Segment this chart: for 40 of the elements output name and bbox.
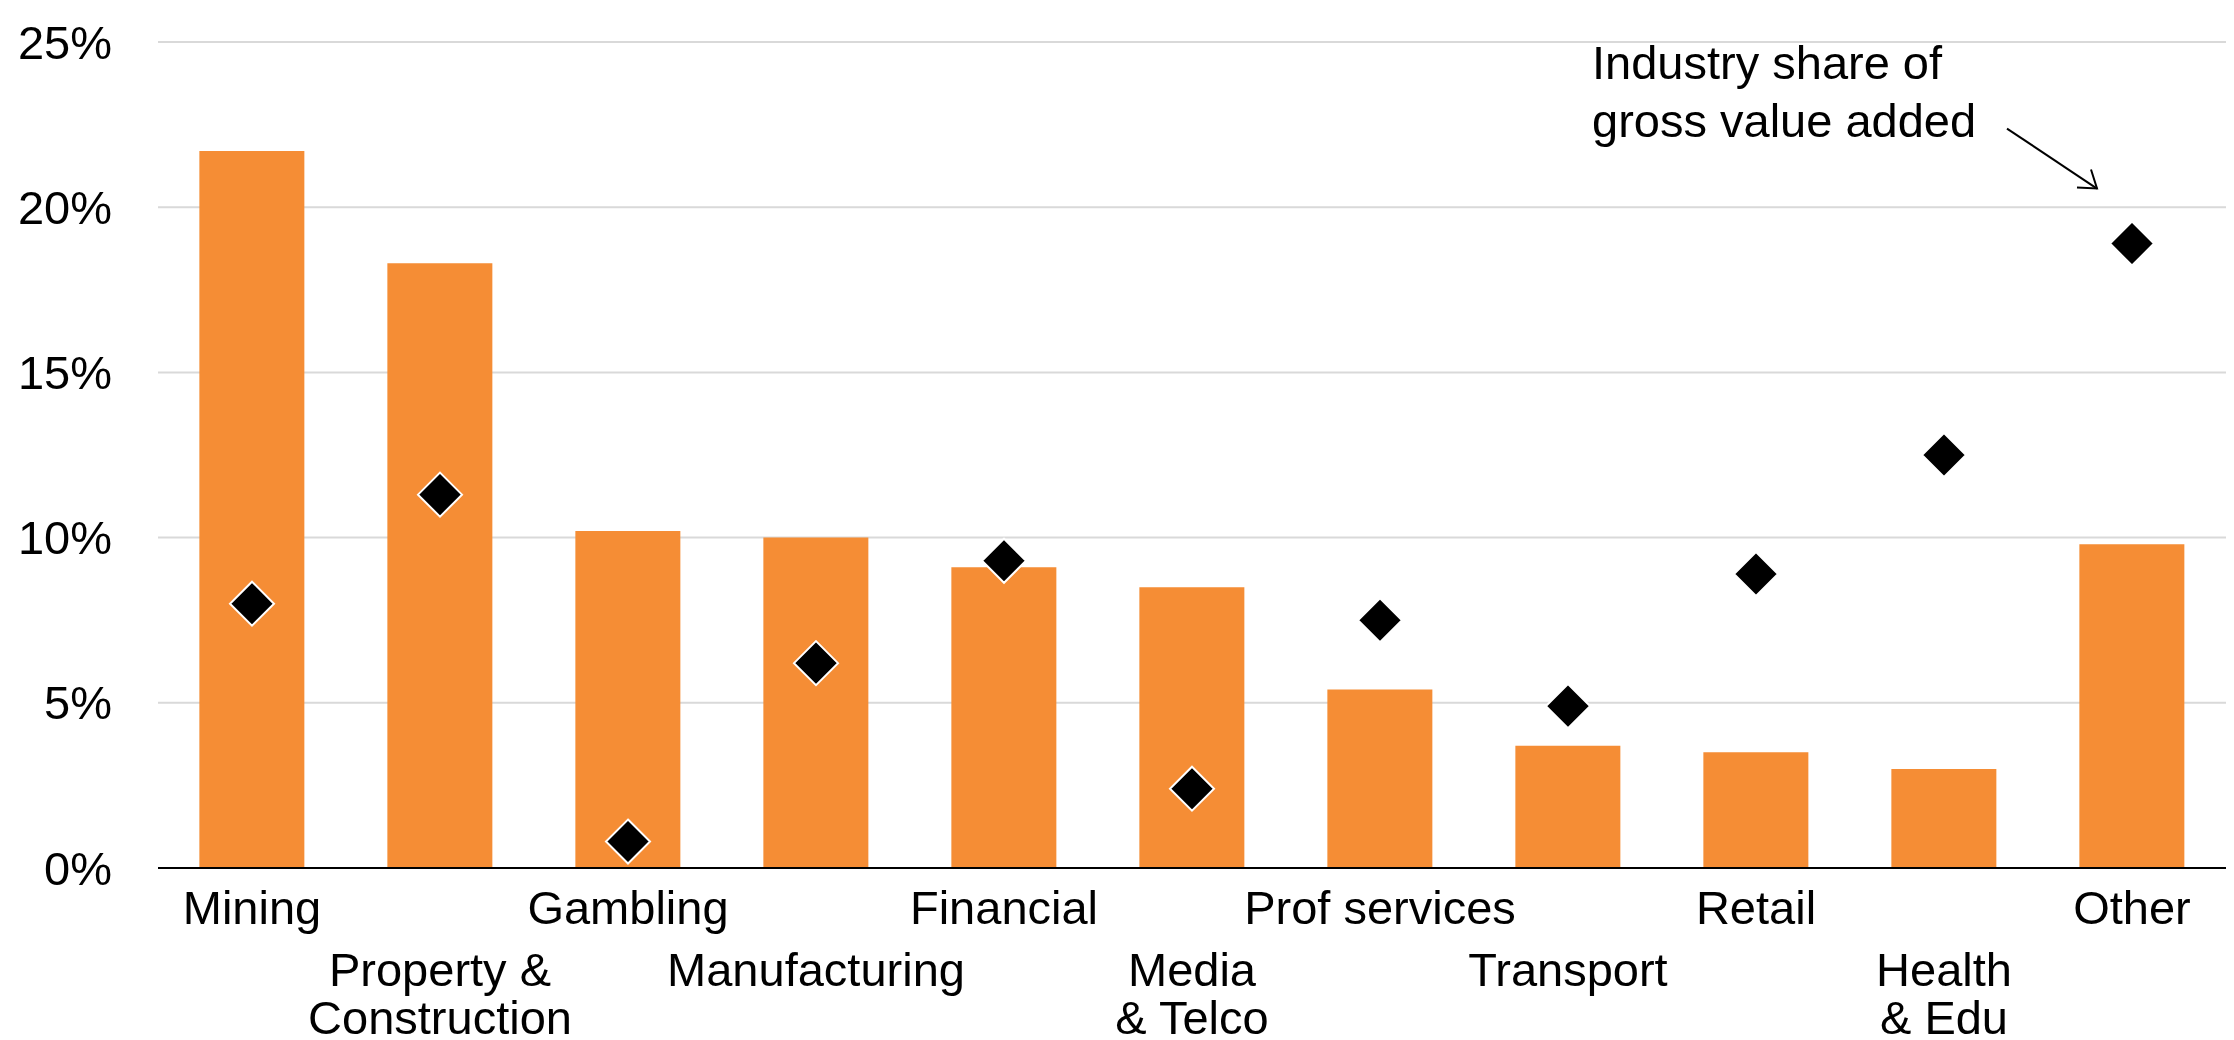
- x-tick-label: Financial: [909, 881, 1099, 934]
- annotation: Industry share of gross value added: [1592, 35, 1977, 147]
- point: [1921, 432, 1967, 478]
- bar: [1891, 768, 1997, 868]
- bar: [1703, 752, 1809, 868]
- point: [1357, 597, 1403, 644]
- bar: [575, 530, 681, 868]
- y-tick-label: 25%: [17, 15, 112, 69]
- point: [1733, 550, 1779, 597]
- point: [793, 640, 839, 687]
- x-tick-label: Transport: [1468, 943, 1668, 996]
- x-tick-label: Property & Construction: [308, 943, 572, 1040]
- bar: [763, 537, 869, 868]
- point: [1169, 765, 1215, 812]
- x-tick-label: Manufacturing: [667, 943, 965, 996]
- x-tick-label: Prof services: [1244, 881, 1516, 934]
- x-tick-label: Gambling: [527, 881, 729, 934]
- y-tick-label: 5%: [44, 676, 112, 730]
- point: [2109, 220, 2155, 267]
- bar: [951, 567, 1057, 868]
- x-tick-label: Mining: [182, 881, 322, 934]
- bar: [1515, 745, 1621, 868]
- y-tick-label: 20%: [17, 180, 112, 234]
- point: [981, 537, 1027, 584]
- x-tick-label: Other: [2073, 881, 2191, 934]
- bar: [2079, 544, 2185, 868]
- bar: [1139, 587, 1245, 868]
- x-tick-label: Media & Telco: [1115, 943, 1269, 1040]
- point: [417, 471, 463, 518]
- y-tick-label: 10%: [17, 511, 112, 565]
- y-tick-label: 15%: [17, 346, 112, 400]
- bar: [1327, 689, 1433, 868]
- bar: [199, 151, 305, 868]
- bar: [387, 263, 493, 868]
- point: [1545, 683, 1591, 730]
- x-tick-label: Retail: [1695, 881, 1817, 934]
- x-tick-label: Health & Edu: [1876, 943, 2012, 1040]
- y-tick-label: 0%: [44, 841, 112, 895]
- point: [229, 580, 275, 627]
- point: [605, 818, 651, 865]
